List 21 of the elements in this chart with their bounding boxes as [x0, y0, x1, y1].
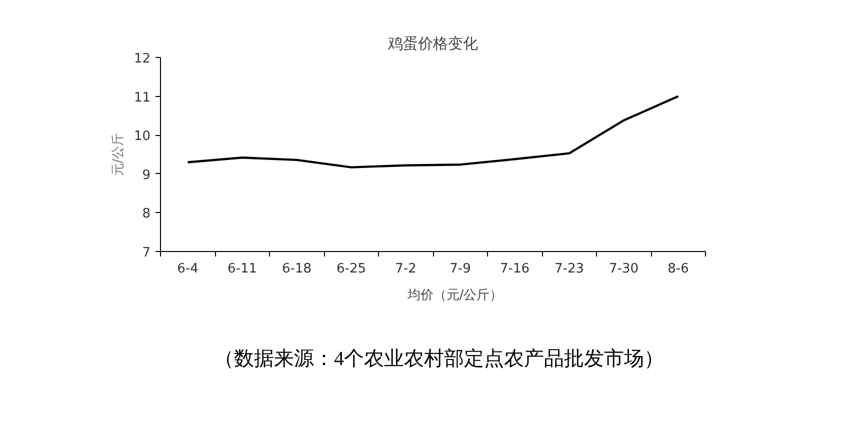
y-tick-label: 11	[134, 90, 151, 106]
x-tick-label: 7-30	[609, 262, 639, 276]
y-tick-label: 9	[142, 168, 151, 183]
line-series	[186, 95, 680, 168]
y-tick-label: 7	[142, 246, 151, 260]
x-tick-label: 7-23	[554, 262, 584, 276]
x-tick-label: 6-4	[177, 262, 198, 276]
x-tick-label: 7-9	[450, 262, 471, 276]
chart-title: 鸡蛋价格变化	[387, 34, 478, 52]
x-tick-label: 7-2	[395, 262, 416, 276]
x-tick-label: 8-6	[668, 262, 689, 276]
y-tick-label: 8	[142, 206, 151, 222]
y-tick-label: 12	[134, 52, 151, 66]
text: （数据来源：4个农业农村部定点农产品批发市场）	[214, 347, 664, 372]
x-tick-label: 7-16	[500, 262, 530, 276]
y-axis-title: 元/公斤	[110, 132, 126, 176]
x-tick-label: 6-11	[228, 262, 258, 276]
y-tick-label: 10	[134, 129, 151, 144]
x-tick-label: 6-18	[282, 262, 312, 276]
x-tick-label: 6-25	[336, 262, 366, 276]
text: 均价（元/公斤）	[407, 287, 503, 304]
